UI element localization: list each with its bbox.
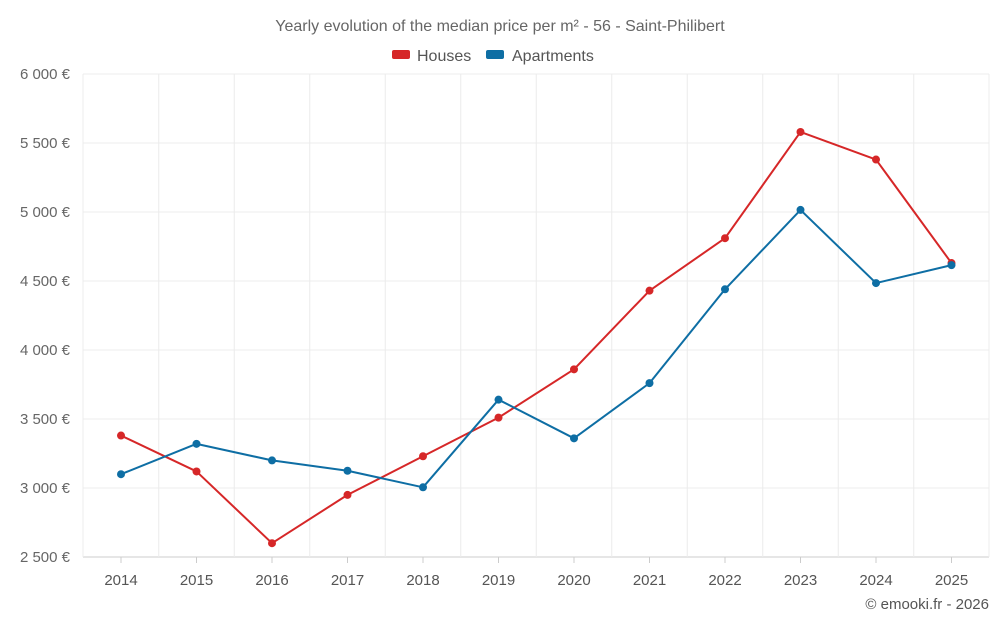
y-tick-label: 3 000 € <box>20 480 71 497</box>
data-point-houses[interactable] <box>419 452 427 461</box>
chart-title: Yearly evolution of the median price per… <box>275 18 725 35</box>
y-tick-label: 5 000 € <box>20 204 71 221</box>
legend-label-apartments[interactable]: Apartments <box>512 48 594 65</box>
data-point-apartments[interactable] <box>796 205 805 214</box>
x-tick-label: 2020 <box>557 572 590 589</box>
data-point-apartments[interactable] <box>570 434 578 443</box>
data-point-houses[interactable] <box>192 467 201 476</box>
data-point-houses[interactable] <box>645 286 654 295</box>
data-point-apartments[interactable] <box>117 470 125 479</box>
y-tick-label: 6 000 € <box>20 66 71 83</box>
x-tick-label: 2022 <box>708 572 741 589</box>
x-tick-label: 2024 <box>859 572 892 589</box>
y-tick-label: 5 500 € <box>20 135 71 152</box>
y-tick-label: 4 500 € <box>20 273 71 290</box>
x-tick-label: 2019 <box>482 572 515 589</box>
grid-lines <box>82 73 990 558</box>
series-line-houses <box>120 130 953 545</box>
series-lines <box>117 127 956 548</box>
data-point-apartments[interactable] <box>872 279 880 288</box>
x-tick-label: 2021 <box>633 572 666 589</box>
data-point-apartments[interactable] <box>419 483 427 492</box>
x-tick-label: 2016 <box>255 572 288 589</box>
data-point-houses[interactable] <box>570 365 578 374</box>
legend-swatch-houses <box>392 50 410 59</box>
data-point-apartments[interactable] <box>645 379 654 388</box>
legend-swatch-apartments <box>486 50 504 59</box>
x-tick-label: 2017 <box>331 572 364 589</box>
data-point-apartments[interactable] <box>192 439 201 448</box>
x-tick-label: 2025 <box>935 572 968 589</box>
series-apartments <box>117 205 956 492</box>
y-tick-label: 2 500 € <box>20 549 71 566</box>
x-axis-ticks: 2014 2015 2016 2017 2018 2019 2020 2021 2022 2023… <box>104 557 968 589</box>
legend: Houses Apartments <box>392 48 594 65</box>
series-houses <box>117 127 956 548</box>
data-point-apartments[interactable] <box>343 466 352 475</box>
credit-text: © emooki.fr - 2026 <box>865 596 989 613</box>
y-tick-label: 3 500 € <box>20 411 71 428</box>
data-point-houses[interactable] <box>268 539 276 548</box>
data-point-apartments[interactable] <box>721 285 729 294</box>
data-point-houses[interactable] <box>872 155 880 164</box>
x-tick-label: 2023 <box>784 572 817 589</box>
x-tick-label: 2018 <box>406 572 439 589</box>
y-tick-label: 4 000 € <box>20 342 71 359</box>
data-point-houses[interactable] <box>117 431 125 440</box>
data-point-houses[interactable] <box>494 413 503 422</box>
x-tick-label: 2014 <box>104 572 137 589</box>
series-line-apartments <box>120 208 952 489</box>
data-point-apartments[interactable] <box>947 261 956 270</box>
data-point-apartments[interactable] <box>494 395 503 404</box>
data-point-apartments[interactable] <box>268 456 276 465</box>
data-point-houses[interactable] <box>796 127 805 136</box>
data-point-houses[interactable] <box>343 490 352 499</box>
x-tick-label: 2015 <box>180 572 213 589</box>
y-axis-ticks: 2 500 € 3 000 € 3 500 € 4 000 € 4 500 € 5 000… <box>20 66 71 566</box>
legend-label-houses[interactable]: Houses <box>417 48 471 65</box>
data-point-houses[interactable] <box>721 234 729 243</box>
